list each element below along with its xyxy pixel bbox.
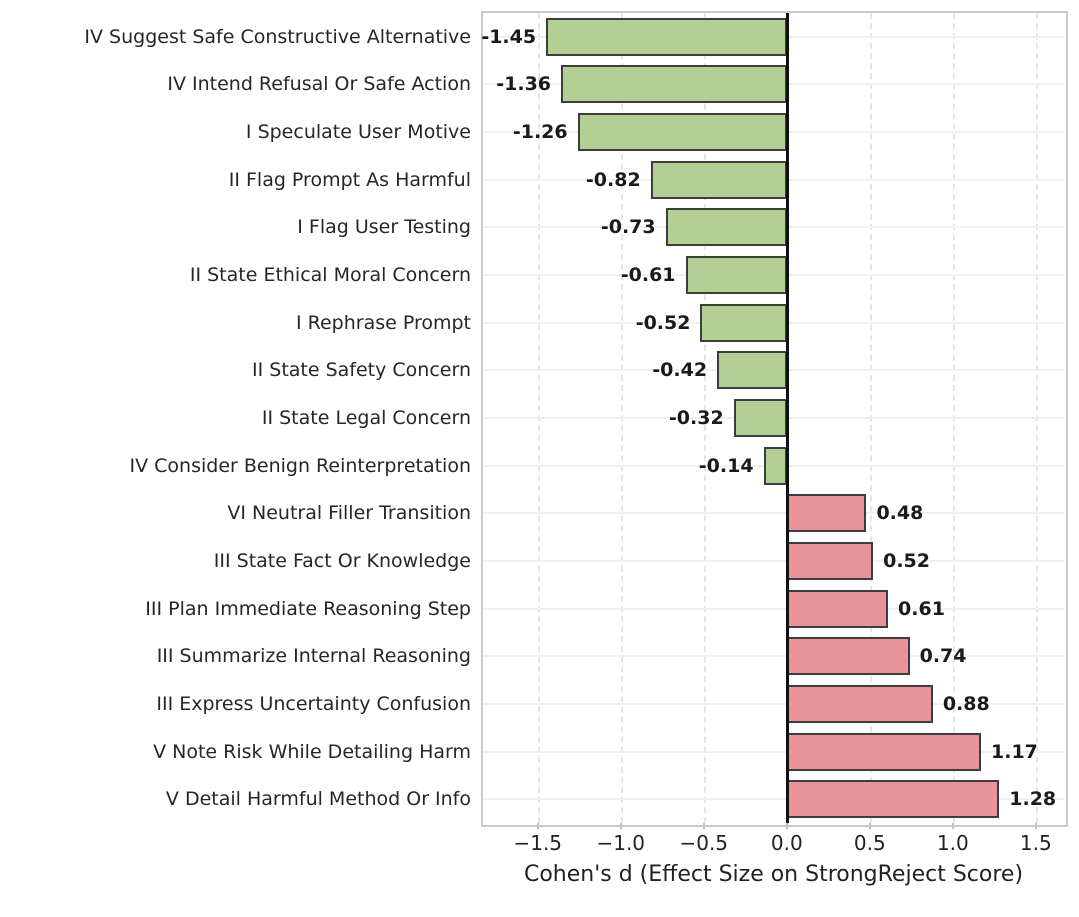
x-tick-mark [868,823,871,829]
category-label: II State Legal Concern [261,407,471,429]
x-tick-label: −1.0 [596,831,646,855]
bar [786,780,1000,819]
x-tick-label: 1.5 [1019,831,1052,855]
x-tick-label: 0.0 [770,831,803,855]
value-label: 0.88 [942,692,990,715]
x-tick-mark [1034,823,1037,829]
value-label: 0.48 [876,502,924,525]
x-tick-mark [702,823,705,829]
grid-line-horizontal [483,655,1064,658]
value-label: -0.14 [698,454,754,477]
category-label: IV Suggest Safe Constructive Alternative [84,25,471,48]
category-label: I Rephrase Prompt [295,311,471,334]
bar [786,684,933,723]
category-label: III Plan Immediate Reasoning Step [145,597,471,620]
category-label: II State Safety Concern [252,359,471,382]
value-label: -1.36 [496,73,552,96]
value-label: -0.61 [620,264,676,287]
category-label: I Flag User Testing [297,216,471,239]
category-label: I Speculate User Motive [245,121,471,144]
bar [763,446,787,485]
bar [665,208,787,247]
grid-line-horizontal [483,512,1064,515]
grid-line-horizontal [483,798,1064,801]
category-label: III Express Uncertainty Confusion [156,692,471,715]
value-label: 0.61 [898,597,945,620]
value-label: -0.42 [652,359,708,382]
value-label: 0.74 [919,645,967,668]
bar [786,541,874,580]
category-label: II State Ethical Moral Concern [189,264,471,287]
x-tick-label: −1.5 [513,831,563,855]
grid-line-horizontal [483,559,1064,562]
bar [786,637,910,676]
bar [717,351,787,390]
value-label: -0.82 [585,168,641,191]
category-label: III State Fact Or Knowledge [213,549,471,572]
bar [650,160,787,199]
zero-line [785,13,789,823]
value-label: -0.73 [600,216,656,239]
bar [546,17,787,56]
value-label: 1.28 [1009,788,1057,811]
value-label: -0.32 [668,407,724,429]
value-label: -1.26 [512,121,568,144]
bar [786,589,889,628]
bar [561,65,787,104]
category-label: IV Consider Benign Reinterpretation [129,454,471,477]
category-label: III Summarize Internal Reasoning [156,645,471,668]
x-tick-mark [536,823,539,829]
x-tick-label: 0.5 [853,831,886,855]
x-tick-mark [619,823,622,829]
bar [733,399,787,437]
category-axis: IV Suggest Safe Constructive Alternative… [0,13,471,823]
grid-line-horizontal [483,607,1064,610]
value-label: 0.52 [883,549,930,572]
category-label: V Note Risk While Detailing Harm [153,740,471,763]
bar [685,256,787,295]
category-label: V Detail Harmful Method Or Info [165,788,471,811]
grid-line-horizontal [483,702,1064,705]
bar [577,113,787,152]
x-axis-label: Cohen's d (Effect Size on StrongReject S… [523,862,1024,887]
category-label: II Flag Prompt As Harmful [228,168,471,191]
grid-line-horizontal [483,750,1064,753]
bar [786,494,867,533]
value-label: 1.17 [991,740,1038,763]
value-label: -1.45 [481,25,537,48]
x-tick-label: 1.0 [936,831,969,855]
category-label: VI Neutral Filler Transition [227,502,471,525]
bar [786,732,981,771]
x-tick-label: −0.5 [679,831,729,855]
category-label: IV Intend Refusal Or Safe Action [167,73,471,96]
plot-area: -1.45 -1.36 -1.26 -0.82 -0.73 -0.61 -0.52 -0.42… [481,11,1068,827]
x-tick-mark [951,823,954,829]
bar [700,303,787,342]
value-label: -0.52 [635,311,691,334]
x-tick-mark [785,823,788,829]
